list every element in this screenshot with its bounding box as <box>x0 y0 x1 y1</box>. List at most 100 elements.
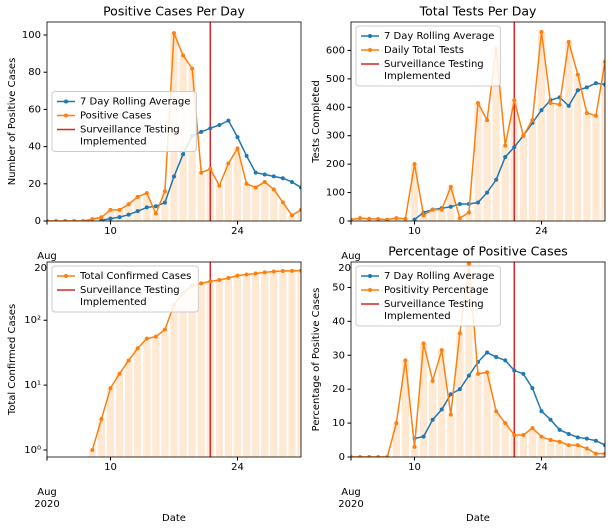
bar <box>392 423 400 457</box>
series-marker <box>593 438 598 443</box>
bar <box>492 49 500 221</box>
series-marker <box>421 213 426 218</box>
y-tick-label: 100 <box>326 188 345 199</box>
bar <box>410 164 419 221</box>
series-marker <box>603 82 605 87</box>
series-marker <box>521 371 526 376</box>
bar <box>483 120 491 221</box>
series-marker <box>593 451 598 456</box>
series-marker <box>108 207 113 212</box>
bar <box>179 293 187 457</box>
bar <box>215 185 223 221</box>
panel: 0100200300400500600Aug20201024Total Test… <box>311 4 606 274</box>
y-tick-label: 10¹ <box>24 380 41 391</box>
series-marker <box>494 177 499 182</box>
bar <box>501 145 509 221</box>
series-marker <box>530 118 535 123</box>
legend-label: 7 Day Rolling Average <box>384 31 494 42</box>
series-marker <box>299 268 301 273</box>
legend-marker <box>368 274 372 278</box>
bar <box>483 372 491 457</box>
series-marker <box>394 421 399 426</box>
series-marker <box>117 207 122 212</box>
bar <box>152 336 160 457</box>
series-marker <box>190 66 195 71</box>
series-marker <box>90 447 95 452</box>
series-marker <box>593 113 598 118</box>
series-marker <box>439 348 444 353</box>
series-marker <box>253 185 258 190</box>
series-marker <box>126 358 131 363</box>
series-marker <box>358 216 363 221</box>
bar <box>125 204 133 221</box>
series-marker <box>81 219 86 221</box>
bar <box>474 103 482 221</box>
series-marker <box>521 432 526 437</box>
bar <box>261 181 269 221</box>
series-marker <box>530 426 535 431</box>
series-marker <box>126 212 131 217</box>
series-marker <box>457 216 462 221</box>
series-marker <box>208 126 213 131</box>
series-marker <box>575 443 580 448</box>
legend-label: Positive Cases <box>80 111 151 122</box>
series-line <box>414 82 605 221</box>
series-marker <box>244 153 249 158</box>
series-marker <box>235 135 240 140</box>
y-tick-label: 10 <box>332 418 345 429</box>
x-tick-label: 24 <box>535 226 548 237</box>
series-marker <box>153 211 158 216</box>
bar <box>134 348 142 457</box>
bar <box>465 263 473 457</box>
series-marker <box>271 269 276 274</box>
y-tick-label: 600 <box>326 45 345 56</box>
chart-title: Percentage of Positive Cases <box>388 244 568 259</box>
series-marker <box>539 29 544 34</box>
series-marker <box>385 455 390 457</box>
series-marker <box>162 189 167 194</box>
legend: Total Confirmed Cases Surveillance Testin… <box>51 265 199 313</box>
series-marker <box>262 270 267 275</box>
series-marker <box>430 378 435 383</box>
series-marker <box>385 217 390 221</box>
series-marker <box>485 118 490 123</box>
series-marker <box>367 455 372 457</box>
y-axis-label: Number of Positive Cases <box>7 58 18 186</box>
series-marker <box>457 387 462 392</box>
bar <box>115 373 124 457</box>
bar <box>288 215 296 221</box>
series-marker <box>403 358 408 363</box>
legend: 7 Day Rolling Average Positivity Percenta… <box>355 265 501 327</box>
bar <box>537 436 546 457</box>
y-axis-label: Tests Completed <box>311 80 322 164</box>
bar <box>519 135 527 221</box>
legend-label: Surveillance Testing Implemented <box>80 125 180 148</box>
bar <box>519 434 527 457</box>
series-marker <box>430 207 435 212</box>
legend-box <box>51 91 197 152</box>
x-tick-label: 24 <box>231 226 244 237</box>
series-marker <box>172 174 176 179</box>
series-marker <box>476 200 480 205</box>
bar <box>574 74 582 221</box>
series-marker <box>289 179 294 184</box>
bar <box>410 446 419 457</box>
series-marker <box>351 455 353 457</box>
series-marker <box>584 446 589 451</box>
chart-title: Total Tests Per Day <box>419 4 537 19</box>
series-marker <box>557 427 562 432</box>
axes-frame <box>350 261 606 458</box>
series-marker <box>539 409 544 414</box>
series-marker <box>181 152 186 157</box>
series-marker <box>485 350 490 355</box>
y-tick-label: 30 <box>332 350 345 361</box>
bar <box>188 285 196 457</box>
bar <box>125 360 133 457</box>
series-marker <box>367 216 372 221</box>
series-marker <box>162 200 167 205</box>
bar <box>601 61 605 221</box>
bar <box>106 209 115 221</box>
bar <box>252 273 260 457</box>
series-marker <box>512 432 517 437</box>
series-marker <box>575 435 580 440</box>
